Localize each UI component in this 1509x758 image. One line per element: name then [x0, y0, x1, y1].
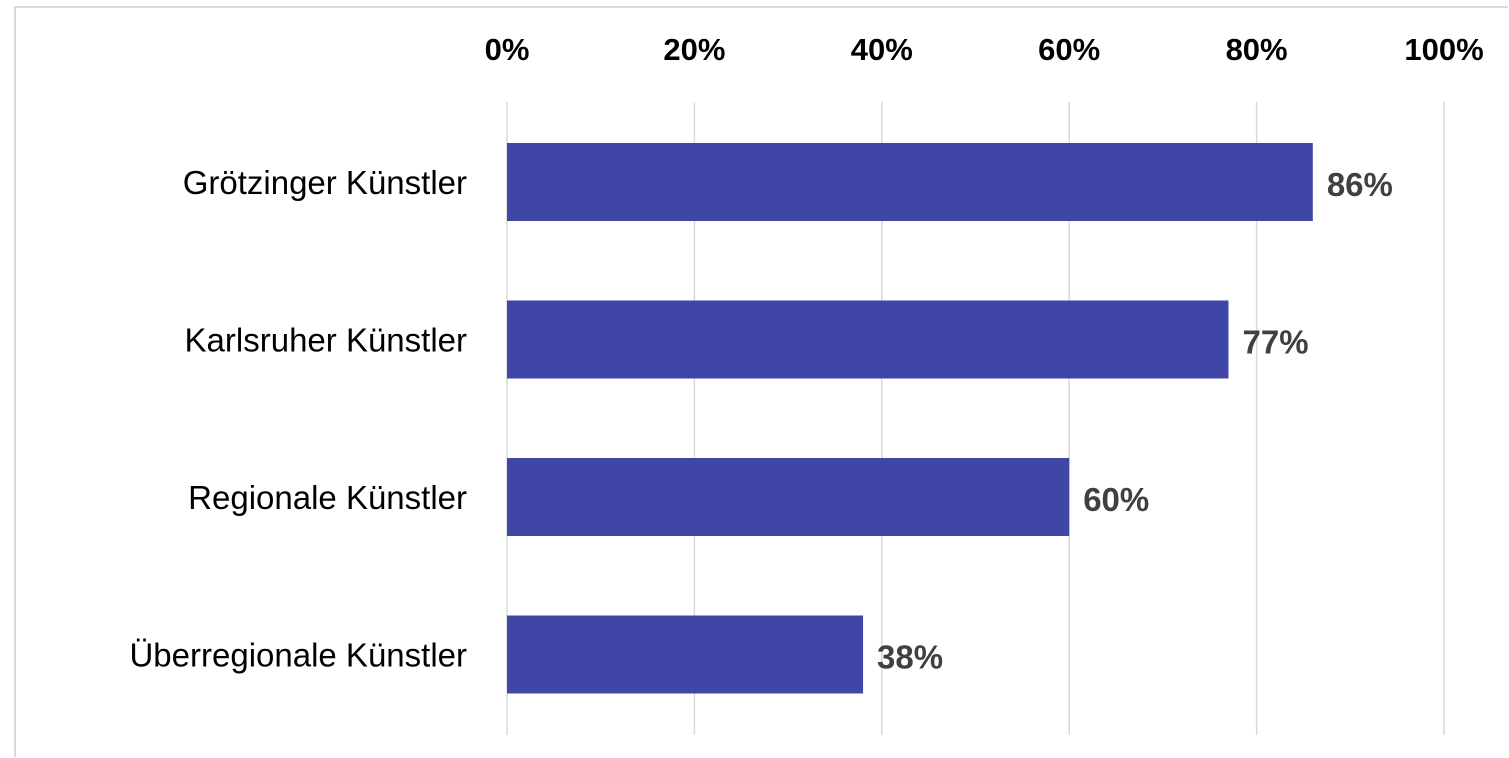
bars: [507, 143, 1313, 694]
bar-2: [507, 300, 1229, 379]
category-labels: Grötzinger Künstler Karlsruher Künstler Re…: [129, 164, 467, 674]
category-label-3: Regionale Künstler: [188, 479, 467, 516]
bar-3: [507, 458, 1070, 536]
data-label-1: 86%: [1327, 166, 1393, 203]
bar-1: [507, 143, 1313, 221]
x-axis-ticks: 0% 20% 40% 60% 80% 100%: [485, 32, 1484, 67]
category-label-4: Überregionale Künstler: [129, 637, 467, 674]
data-label-3: 60%: [1083, 481, 1149, 518]
bar-4: [507, 615, 864, 694]
x-tick-label-60: 60%: [1038, 32, 1100, 67]
x-tick-label-40: 40%: [851, 32, 913, 67]
x-tick-label-20: 20%: [663, 32, 725, 67]
x-tick-label-100: 100%: [1404, 32, 1483, 67]
x-tick-label-80: 80%: [1226, 32, 1288, 67]
data-label-2: 77%: [1242, 324, 1308, 361]
category-label-1: Grötzinger Künstler: [183, 164, 467, 201]
chart-frame: [14, 6, 1508, 757]
data-label-4: 38%: [877, 639, 943, 676]
data-labels: 86% 77% 60% 38%: [877, 166, 1393, 676]
x-tick-label-0: 0%: [485, 32, 530, 67]
category-label-2: Karlsruher Künstler: [185, 322, 467, 359]
